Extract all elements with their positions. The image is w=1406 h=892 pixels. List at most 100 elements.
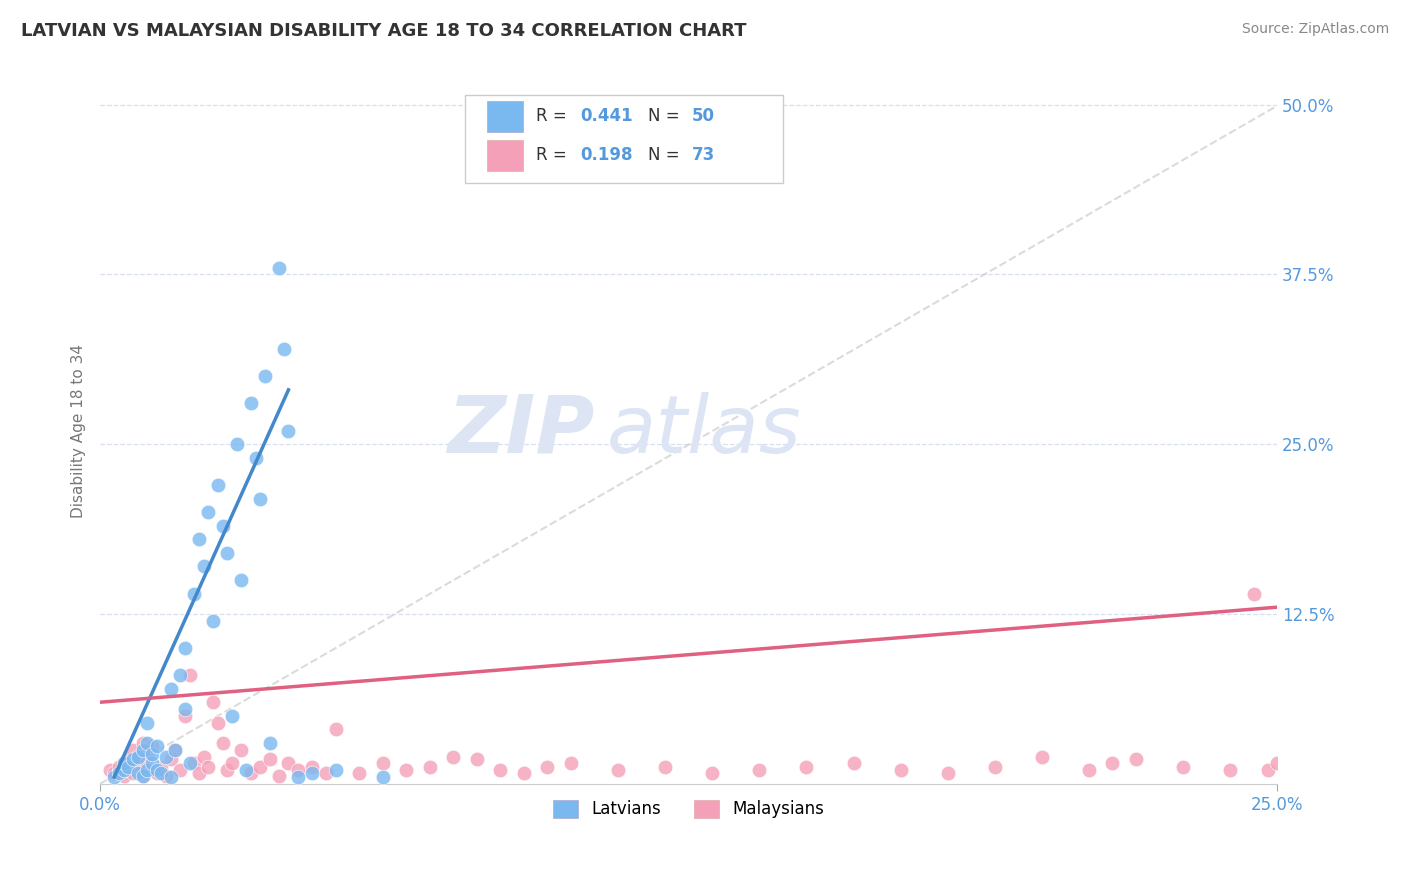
Point bbox=[325, 763, 347, 777]
Point bbox=[465, 752, 488, 766]
Point bbox=[301, 765, 323, 780]
Y-axis label: Disability Age 18 to 34: Disability Age 18 to 34 bbox=[72, 343, 86, 517]
Point bbox=[136, 756, 159, 771]
Point bbox=[371, 770, 394, 784]
Point bbox=[1031, 749, 1053, 764]
Point bbox=[239, 396, 262, 410]
Point bbox=[221, 708, 243, 723]
Point bbox=[936, 765, 959, 780]
Point bbox=[145, 739, 167, 753]
Point bbox=[122, 743, 145, 757]
Point bbox=[136, 763, 159, 777]
Point bbox=[267, 768, 290, 782]
Point bbox=[211, 736, 233, 750]
Point bbox=[131, 736, 153, 750]
Point bbox=[122, 765, 145, 780]
Point bbox=[702, 765, 724, 780]
Point bbox=[197, 505, 219, 519]
Point bbox=[748, 763, 770, 777]
FancyBboxPatch shape bbox=[488, 101, 523, 132]
Point bbox=[513, 765, 536, 780]
Text: Source: ZipAtlas.com: Source: ZipAtlas.com bbox=[1241, 22, 1389, 37]
Point bbox=[325, 723, 347, 737]
Point bbox=[221, 756, 243, 771]
Point bbox=[150, 765, 173, 780]
Text: 0.441: 0.441 bbox=[581, 106, 633, 125]
Point bbox=[301, 760, 323, 774]
Point bbox=[103, 770, 125, 784]
Point bbox=[155, 768, 177, 782]
Point bbox=[159, 681, 181, 696]
Point bbox=[183, 756, 205, 771]
Point bbox=[141, 739, 163, 753]
Point bbox=[231, 573, 253, 587]
Point bbox=[1125, 752, 1147, 766]
Point bbox=[536, 760, 558, 774]
Point bbox=[207, 478, 229, 492]
Point bbox=[159, 752, 181, 766]
Point bbox=[211, 518, 233, 533]
Point bbox=[441, 749, 464, 764]
Point bbox=[112, 756, 135, 771]
Text: N =: N = bbox=[648, 145, 685, 163]
Point bbox=[287, 770, 309, 784]
Point bbox=[145, 763, 167, 777]
Point bbox=[117, 763, 139, 777]
Point bbox=[169, 668, 191, 682]
Point bbox=[136, 747, 159, 761]
Point bbox=[141, 756, 163, 771]
Point bbox=[890, 763, 912, 777]
Point bbox=[141, 747, 163, 761]
Point bbox=[183, 586, 205, 600]
Point bbox=[259, 752, 281, 766]
Point bbox=[273, 342, 295, 356]
Point bbox=[560, 756, 582, 771]
Point bbox=[131, 768, 153, 782]
Point bbox=[654, 760, 676, 774]
Point bbox=[112, 763, 135, 777]
Point bbox=[371, 756, 394, 771]
Point bbox=[984, 760, 1007, 774]
Point bbox=[217, 546, 239, 560]
Point bbox=[395, 763, 418, 777]
Point bbox=[108, 760, 131, 774]
Point bbox=[173, 708, 195, 723]
Point bbox=[136, 715, 159, 730]
Text: ZIP: ZIP bbox=[447, 392, 595, 469]
Point bbox=[131, 768, 153, 782]
Point bbox=[127, 749, 149, 764]
Point bbox=[131, 743, 153, 757]
Legend: Latvians, Malaysians: Latvians, Malaysians bbox=[546, 793, 831, 825]
Point bbox=[347, 765, 370, 780]
Point bbox=[117, 760, 139, 774]
Point bbox=[207, 715, 229, 730]
Point bbox=[117, 752, 139, 766]
Point bbox=[108, 765, 131, 780]
FancyBboxPatch shape bbox=[465, 95, 783, 184]
Point bbox=[1077, 763, 1099, 777]
Point bbox=[259, 736, 281, 750]
Point bbox=[103, 765, 125, 780]
Point bbox=[1243, 586, 1265, 600]
Point bbox=[842, 756, 865, 771]
Text: R =: R = bbox=[536, 145, 572, 163]
Point bbox=[1219, 763, 1241, 777]
Point bbox=[231, 743, 253, 757]
Point bbox=[122, 752, 145, 766]
Point bbox=[489, 763, 512, 777]
Text: R =: R = bbox=[536, 106, 572, 125]
Point bbox=[173, 702, 195, 716]
Point bbox=[287, 763, 309, 777]
Point bbox=[145, 765, 167, 780]
Point bbox=[202, 614, 225, 628]
Point bbox=[249, 760, 271, 774]
Point bbox=[249, 491, 271, 506]
Point bbox=[1257, 763, 1279, 777]
Point bbox=[188, 533, 211, 547]
Point bbox=[277, 424, 299, 438]
Point bbox=[173, 640, 195, 655]
Point bbox=[179, 756, 201, 771]
FancyBboxPatch shape bbox=[488, 140, 523, 170]
Point bbox=[155, 749, 177, 764]
Point bbox=[150, 760, 173, 774]
